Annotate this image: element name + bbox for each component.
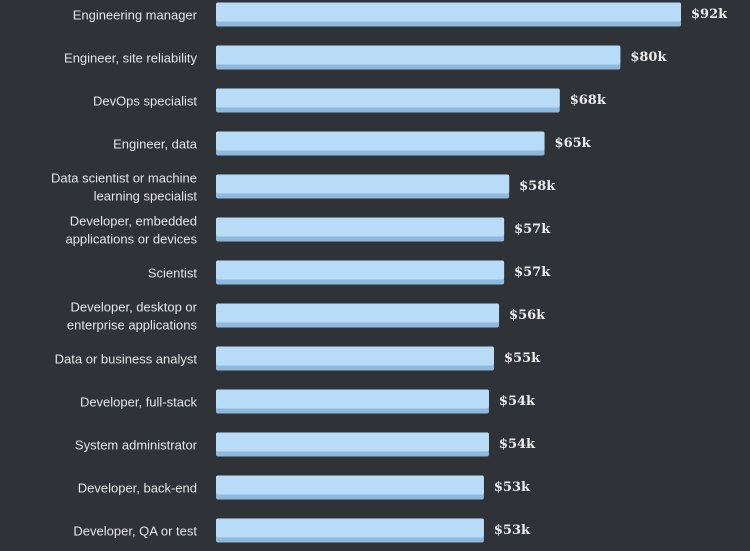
category-label-line: Engineering manager <box>73 7 198 22</box>
category-label-line: Scientist <box>148 265 198 280</box>
bar-fill <box>216 346 494 366</box>
category-label-line: Engineer, site reliability <box>64 50 197 65</box>
bar-fill <box>216 217 505 237</box>
category-label: Engineering manager <box>73 7 198 22</box>
category-label: Developer, back-end <box>78 480 197 495</box>
category-label-line: learning specialist <box>94 188 198 203</box>
category-label-line: System administrator <box>75 437 198 452</box>
value-label: $65k <box>555 136 592 151</box>
category-label: Engineer, data <box>113 136 198 151</box>
category-label-line: Developer, desktop or <box>71 299 198 314</box>
category-label-line: Developer, QA or test <box>73 523 197 538</box>
bar <box>216 432 489 457</box>
bar <box>216 303 500 328</box>
bar-fill <box>216 518 484 538</box>
category-label: System administrator <box>75 437 198 452</box>
category-label-line: Data scientist or machine <box>51 170 197 185</box>
bar-fill <box>216 45 621 65</box>
category-label-line: Data or business analyst <box>55 351 198 366</box>
bar <box>216 2 681 27</box>
category-label-line: Developer, back-end <box>78 480 197 495</box>
category-labels-layer: Engineering manager Engineer, site reliab… <box>51 7 198 538</box>
value-label: $55k <box>504 351 541 366</box>
category-label: Data or business analyst <box>55 351 198 366</box>
category-label: Developer, full-stack <box>80 394 198 409</box>
category-label: Engineer, site reliability <box>64 50 197 65</box>
category-label: Developer, desktop or enterprise applicat… <box>67 299 198 332</box>
value-label: $58k <box>519 179 556 194</box>
category-label-line: enterprise applications <box>67 317 198 332</box>
bar-fill <box>216 432 489 452</box>
value-label: $92k <box>691 7 728 22</box>
bar-fill <box>216 131 545 151</box>
category-label: DevOps specialist <box>93 93 197 108</box>
bar-fill <box>216 88 560 108</box>
value-label: $53k <box>494 523 531 538</box>
bar-fill <box>216 475 484 495</box>
bar <box>216 88 560 113</box>
bar-fill <box>216 389 489 409</box>
category-label: Data scientist or machine learning specia… <box>51 170 197 203</box>
bar-fill <box>216 2 681 22</box>
category-label-line: Engineer, data <box>113 136 198 151</box>
value-label: $54k <box>499 394 536 409</box>
value-labels-layer: $92k $80k $68k $65k $58k $57k $57k $56k $55k $54k… <box>494 7 728 538</box>
bar <box>216 518 484 543</box>
category-label-line: applications or devices <box>65 231 197 246</box>
bar <box>216 389 489 414</box>
value-label: $80k <box>630 50 667 65</box>
category-label: Scientist <box>148 265 198 280</box>
bar <box>216 260 505 285</box>
bar <box>216 45 621 70</box>
value-label: $57k <box>514 265 551 280</box>
bars-layer <box>216 2 681 543</box>
bar-fill <box>216 303 500 323</box>
bar <box>216 131 545 156</box>
category-label-line: Developer, embedded <box>70 213 197 228</box>
bar <box>216 217 505 242</box>
value-label: $54k <box>499 437 536 452</box>
category-label: Developer, QA or test <box>73 523 197 538</box>
bar-fill <box>216 260 505 280</box>
category-label: Developer, embedded applications or devic… <box>65 213 197 246</box>
bar <box>216 475 484 500</box>
category-label-line: DevOps specialist <box>93 93 197 108</box>
bar <box>216 346 494 371</box>
category-label-line: Developer, full-stack <box>80 394 198 409</box>
value-label: $56k <box>509 308 546 323</box>
bar <box>216 174 510 199</box>
bar-fill <box>216 174 510 194</box>
value-label: $53k <box>494 480 531 495</box>
value-label: $57k <box>514 222 551 237</box>
value-label: $68k <box>570 93 607 108</box>
